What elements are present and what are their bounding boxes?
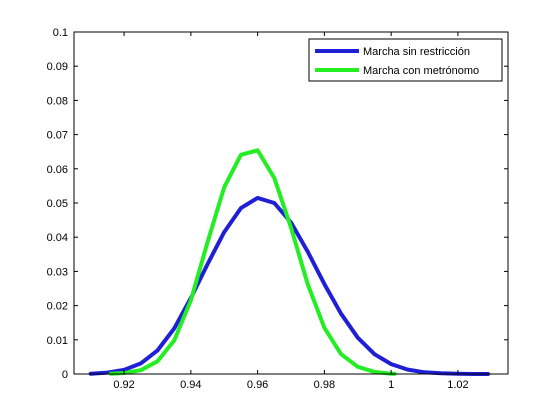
legend-label-2: Marcha con metrónomo [363, 65, 479, 77]
axes-box [73, 31, 509, 375]
y-tick-label: 0.01 [47, 335, 68, 347]
y-tick-label: 0.02 [47, 301, 68, 313]
y-tick-label: 0.09 [47, 61, 68, 73]
legend-box [308, 38, 503, 82]
x-tick-label: 1 [388, 379, 394, 391]
x-tick-label: 0.96 [247, 379, 268, 391]
y-tick-label: 0.04 [47, 232, 68, 244]
x-axis: 0.92 0.94 0.96 0.98 1 1.02 [113, 32, 469, 391]
x-tick-label: 0.94 [180, 379, 201, 391]
legend-label-1: Marcha sin restricción [363, 46, 470, 58]
legend: Marcha sin restricción Marcha con metróno… [308, 38, 503, 82]
y-tick-label: 0.03 [47, 266, 68, 278]
y-tick-label: 0.07 [47, 130, 68, 142]
y-tick-label: 0.05 [47, 198, 68, 210]
y-tick-label: 0.06 [47, 164, 68, 176]
y-tick-label: 0 [62, 369, 68, 381]
series-line-2 [108, 148, 397, 376]
x-tick-label: 0.98 [314, 379, 335, 391]
x-tick-label: 0.92 [113, 379, 134, 391]
y-axis: 0 0.01 0.02 0.03 0.04 0.05 0.06 0.07 0.08 0.09 0.1 [47, 27, 508, 381]
y-tick-label: 0.1 [53, 27, 68, 39]
x-tick-label: 1.02 [447, 379, 468, 391]
y-tick-label: 0.08 [47, 95, 68, 107]
series-layer [88, 148, 490, 376]
